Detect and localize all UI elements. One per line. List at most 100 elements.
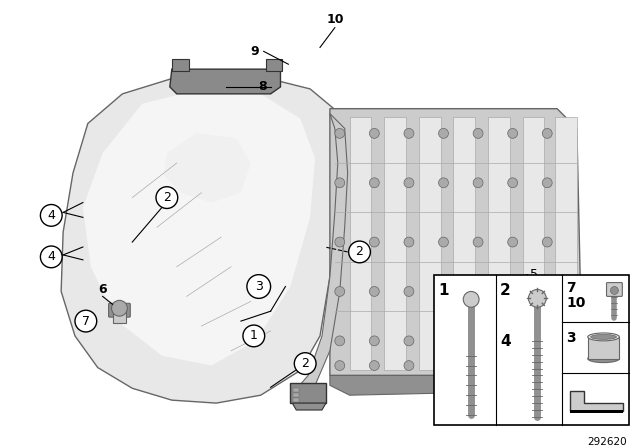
- Polygon shape: [384, 116, 406, 370]
- Circle shape: [369, 237, 380, 247]
- Polygon shape: [291, 383, 326, 403]
- Circle shape: [404, 237, 414, 247]
- Circle shape: [542, 361, 552, 370]
- Text: 2: 2: [356, 246, 364, 258]
- Text: 3: 3: [255, 280, 262, 293]
- Text: 7: 7: [566, 280, 575, 295]
- Text: 6: 6: [99, 283, 107, 296]
- Polygon shape: [61, 74, 345, 403]
- Circle shape: [473, 287, 483, 297]
- Circle shape: [369, 287, 380, 297]
- Bar: [113, 309, 126, 323]
- Circle shape: [40, 246, 62, 268]
- Polygon shape: [570, 391, 623, 411]
- Text: 10: 10: [326, 13, 344, 26]
- Text: 4: 4: [500, 334, 511, 349]
- Circle shape: [508, 129, 518, 138]
- Circle shape: [463, 292, 479, 307]
- Text: 7: 7: [82, 314, 90, 327]
- Polygon shape: [436, 282, 466, 308]
- Circle shape: [438, 287, 449, 297]
- Circle shape: [438, 178, 449, 188]
- Bar: [570, 410, 623, 413]
- Circle shape: [473, 336, 483, 346]
- Ellipse shape: [588, 355, 620, 362]
- Polygon shape: [83, 89, 315, 366]
- Polygon shape: [292, 403, 326, 410]
- Circle shape: [75, 310, 97, 332]
- Text: 3: 3: [566, 331, 575, 345]
- Polygon shape: [330, 109, 582, 375]
- Polygon shape: [419, 116, 440, 370]
- Polygon shape: [330, 375, 572, 395]
- Polygon shape: [522, 116, 544, 370]
- Circle shape: [404, 361, 414, 370]
- Circle shape: [438, 361, 449, 370]
- Text: 4: 4: [47, 250, 55, 263]
- Circle shape: [40, 205, 62, 226]
- Circle shape: [294, 353, 316, 375]
- Circle shape: [335, 336, 345, 346]
- Polygon shape: [453, 116, 475, 370]
- Circle shape: [438, 237, 449, 247]
- Circle shape: [404, 178, 414, 188]
- Ellipse shape: [588, 333, 620, 341]
- Text: 292620: 292620: [588, 437, 627, 447]
- Polygon shape: [349, 116, 371, 370]
- Circle shape: [335, 129, 345, 138]
- Circle shape: [243, 325, 265, 347]
- Text: 1: 1: [438, 283, 449, 297]
- Circle shape: [335, 237, 345, 247]
- Circle shape: [508, 178, 518, 188]
- Circle shape: [508, 237, 518, 247]
- Bar: [455, 284, 475, 300]
- Text: 2: 2: [163, 191, 171, 204]
- Circle shape: [335, 178, 345, 188]
- Circle shape: [542, 237, 552, 247]
- Polygon shape: [555, 116, 577, 370]
- Circle shape: [369, 336, 380, 346]
- Circle shape: [529, 289, 547, 307]
- Circle shape: [542, 336, 552, 346]
- Circle shape: [404, 287, 414, 297]
- Circle shape: [335, 361, 345, 370]
- Polygon shape: [295, 114, 348, 395]
- Text: 2: 2: [500, 283, 511, 297]
- Text: 5: 5: [531, 268, 538, 281]
- Circle shape: [369, 361, 380, 370]
- Circle shape: [349, 241, 371, 263]
- Polygon shape: [266, 59, 282, 71]
- Circle shape: [156, 187, 178, 208]
- Text: 4: 4: [47, 209, 55, 222]
- Circle shape: [542, 129, 552, 138]
- Polygon shape: [488, 116, 509, 370]
- Text: 8: 8: [259, 81, 268, 94]
- Text: 2: 2: [301, 357, 309, 370]
- FancyBboxPatch shape: [109, 303, 131, 317]
- Circle shape: [111, 300, 127, 316]
- Circle shape: [369, 178, 380, 188]
- Circle shape: [473, 237, 483, 247]
- Circle shape: [335, 287, 345, 297]
- Circle shape: [369, 129, 380, 138]
- Text: 1: 1: [250, 329, 258, 342]
- Polygon shape: [170, 69, 280, 94]
- Circle shape: [508, 287, 518, 297]
- Circle shape: [461, 284, 469, 292]
- Circle shape: [542, 178, 552, 188]
- FancyBboxPatch shape: [607, 283, 622, 297]
- Circle shape: [611, 287, 618, 294]
- Bar: [293, 393, 300, 397]
- Circle shape: [473, 178, 483, 188]
- Bar: [293, 388, 300, 392]
- Ellipse shape: [591, 335, 616, 340]
- Bar: [293, 398, 300, 402]
- Circle shape: [473, 129, 483, 138]
- Polygon shape: [172, 59, 189, 71]
- Circle shape: [508, 336, 518, 346]
- Circle shape: [473, 361, 483, 370]
- Circle shape: [438, 336, 449, 346]
- Bar: [458, 300, 473, 308]
- Circle shape: [542, 287, 552, 297]
- Text: 10: 10: [566, 297, 586, 310]
